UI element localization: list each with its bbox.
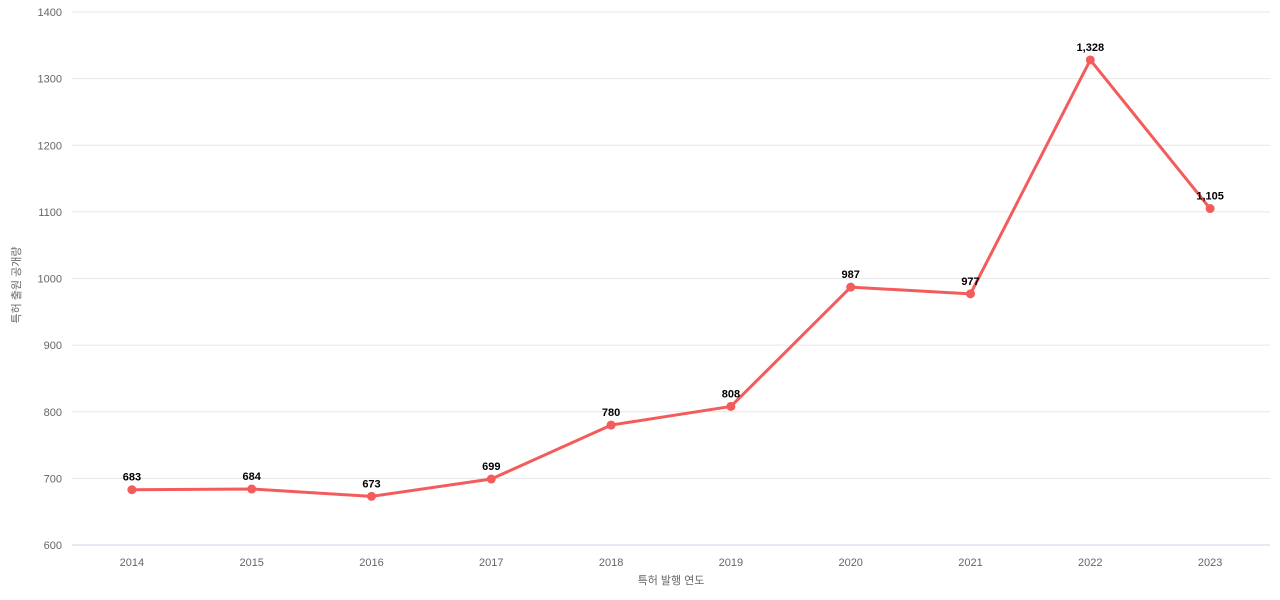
data-point	[486, 474, 496, 484]
data-point-label: 987	[842, 269, 860, 281]
series-layer	[127, 55, 1215, 501]
data-point	[606, 420, 616, 430]
series-line	[130, 58, 1212, 498]
x-tick-label: 2017	[479, 557, 503, 569]
data-point	[966, 289, 975, 299]
x-tick-label: 2015	[239, 557, 263, 569]
data-point	[1085, 55, 1095, 65]
x-tick-label: 2023	[1198, 557, 1222, 569]
y-tick-label: 1400	[38, 7, 62, 19]
data-point-label: 1,328	[1077, 42, 1105, 54]
grid-layer: 600 700 800 900 1000 1100 1200 1300 1400 2014 2015…	[38, 7, 1270, 569]
y-tick-label: 800	[44, 407, 62, 419]
data-point	[726, 401, 736, 411]
data-point-label: 977	[961, 276, 979, 288]
y-tick-label: 1200	[38, 140, 62, 152]
y-tick-label: 1000	[38, 274, 62, 286]
data-point-label: 808	[722, 388, 740, 400]
x-tick-label: 2016	[359, 557, 383, 569]
data-point-label: 684	[243, 471, 262, 483]
y-axis-title: 특허 출원 공개량	[10, 247, 23, 324]
label-layer: 683 684 673 699 780 808 987 977 1,328 1,105	[123, 42, 1224, 490]
data-point	[127, 485, 137, 495]
data-point	[846, 282, 856, 292]
y-tick-label: 700	[44, 473, 62, 485]
y-tick-label: 600	[44, 540, 62, 552]
x-axis-title: 특허 발행 연도	[638, 574, 705, 587]
data-point	[247, 484, 257, 494]
data-point	[367, 491, 376, 501]
x-tick-label: 2018	[599, 557, 623, 569]
data-point-label: 683	[123, 472, 141, 484]
data-point-label: 673	[362, 478, 380, 490]
y-tick-label: 1100	[38, 207, 62, 219]
x-tick-label: 2021	[958, 557, 982, 569]
x-tick-label: 2022	[1078, 557, 1102, 569]
x-tick-label: 2014	[120, 557, 144, 569]
data-point-label: 1,105	[1196, 191, 1224, 203]
y-tick-label: 1300	[38, 74, 62, 86]
data-point-label: 780	[602, 407, 620, 419]
y-tick-label: 900	[44, 340, 62, 352]
data-point	[1205, 204, 1215, 214]
data-point-label: 699	[482, 461, 500, 473]
x-tick-label: 2020	[838, 557, 862, 569]
x-tick-label: 2019	[719, 557, 743, 569]
